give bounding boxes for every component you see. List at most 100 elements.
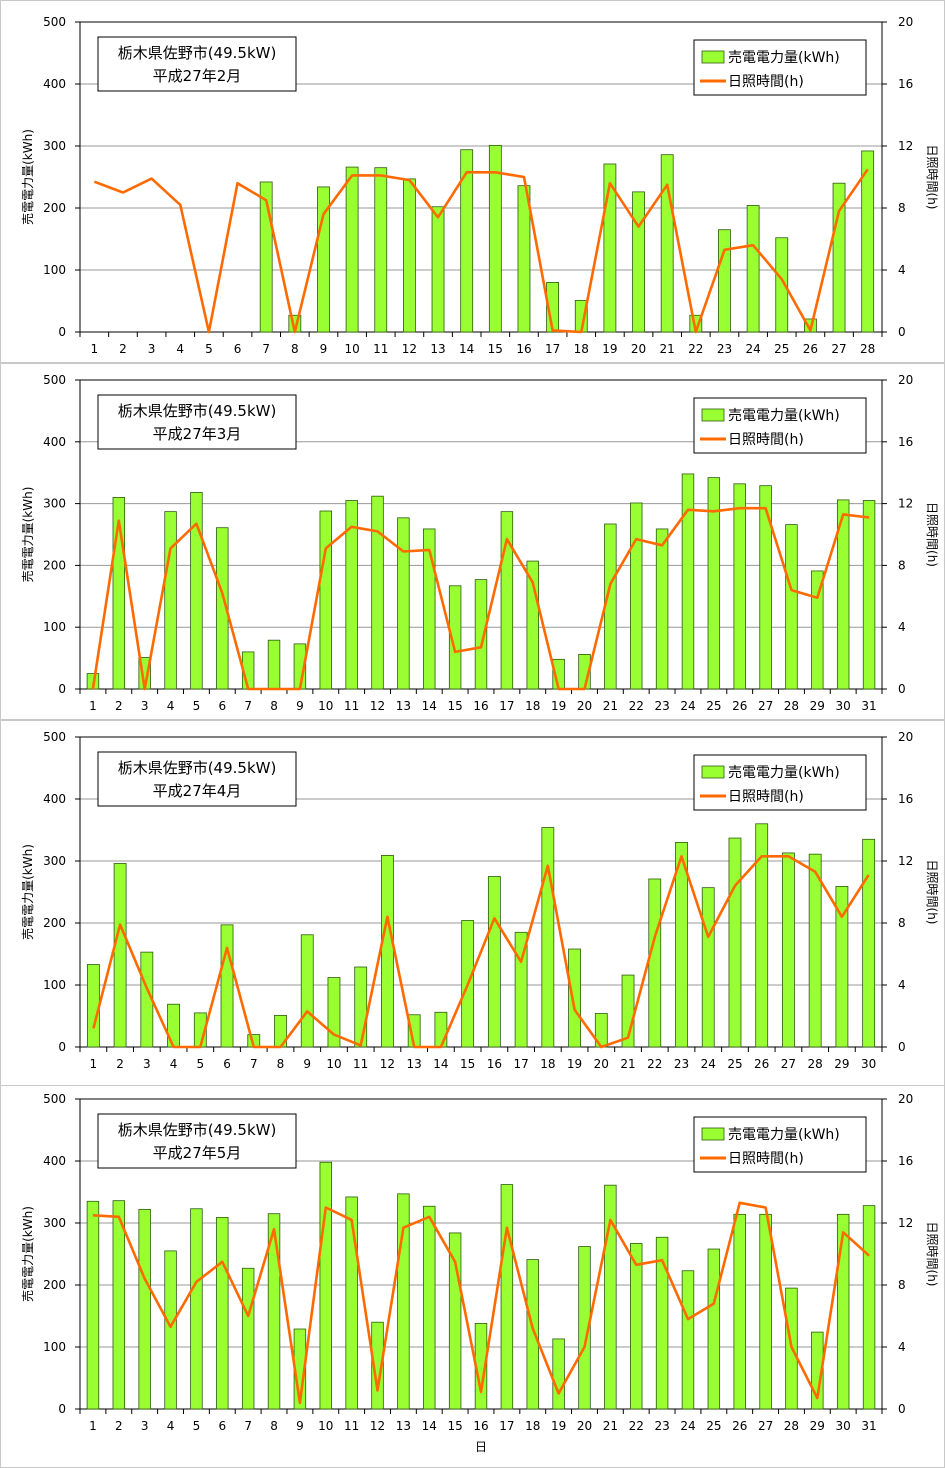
x-tick-label: 24 bbox=[680, 1419, 695, 1433]
sunshine-line bbox=[92, 855, 870, 1049]
chart-title-line1: 栃木県佐野市(49.5kW) bbox=[118, 44, 277, 62]
bar bbox=[785, 524, 798, 690]
chart-title-line1: 栃木県佐野市(49.5kW) bbox=[118, 402, 277, 420]
y-left-tick-label: 100 bbox=[43, 620, 66, 634]
x-tick-label: 1 bbox=[89, 1419, 97, 1433]
y-right-tick-label: 16 bbox=[898, 435, 913, 449]
x-tick-label: 10 bbox=[318, 699, 333, 713]
y-left-tick-label: 100 bbox=[43, 1340, 66, 1354]
x-tick-label: 11 bbox=[344, 1419, 359, 1433]
bar bbox=[319, 510, 332, 690]
legend-bar-swatch bbox=[701, 50, 725, 64]
y-left-tick-label: 0 bbox=[58, 325, 66, 339]
x-tick-label: 7 bbox=[244, 1419, 252, 1433]
sunshine-line bbox=[91, 506, 870, 691]
bar bbox=[718, 229, 731, 333]
x-tick-label: 8 bbox=[270, 699, 278, 713]
bar bbox=[500, 1184, 514, 1410]
y-right-axis-title: 日照時間(h) bbox=[925, 145, 939, 210]
y-left-tick-label: 200 bbox=[43, 558, 66, 572]
x-tick-label: 22 bbox=[647, 1057, 662, 1071]
bar bbox=[500, 511, 514, 690]
x-tick-label: 29 bbox=[810, 1419, 825, 1433]
x-tick-label: 14 bbox=[459, 342, 474, 356]
bar bbox=[402, 178, 416, 333]
bar bbox=[371, 1321, 384, 1410]
y-left-tick-label: 0 bbox=[58, 682, 66, 696]
y-left-axis-title: 売電電力量(kWh) bbox=[20, 487, 35, 583]
bar bbox=[681, 1270, 695, 1410]
chart-panel-1: 0 100 200 300 400 500 0 4 8 12 16 20 1 2 3 4 5 6 7 8 9 10 11 12… bbox=[0, 0, 945, 363]
x-tick-label: 16 bbox=[487, 1057, 502, 1071]
x-tick-label: 21 bbox=[603, 1419, 618, 1433]
x-tick-label: 19 bbox=[602, 342, 617, 356]
x-tick-label: 9 bbox=[296, 699, 304, 713]
x-tick-label: 21 bbox=[603, 699, 618, 713]
y-left-tick-label: 400 bbox=[43, 792, 66, 806]
legend-label-sunshine: 日照時間(h) bbox=[728, 432, 804, 448]
x-tick-label: 2 bbox=[115, 699, 123, 713]
y-right-tick-label: 12 bbox=[898, 139, 913, 153]
bar bbox=[707, 1248, 721, 1410]
x-tick-label: 18 bbox=[540, 1057, 555, 1071]
bar bbox=[345, 166, 359, 333]
x-tick-label: 28 bbox=[784, 1419, 799, 1433]
x-tick-label: 6 bbox=[223, 1057, 231, 1071]
bar bbox=[630, 1243, 643, 1410]
bar bbox=[808, 853, 822, 1048]
x-tick-label: 2 bbox=[119, 342, 127, 356]
x-tick-label: 15 bbox=[447, 1419, 462, 1433]
bar bbox=[164, 511, 177, 690]
y-left-tick-label: 400 bbox=[43, 435, 66, 449]
y-right-tick-label: 8 bbox=[898, 558, 906, 572]
x-tick-label: 18 bbox=[525, 1419, 540, 1433]
x-tick-label: 14 bbox=[433, 1057, 448, 1071]
chart-panel-3: 0 100 200 300 400 500 0 4 8 12 16 20 1 2 3 4 5 6 7 8 9 10 11 12… bbox=[0, 720, 945, 1092]
bar bbox=[568, 948, 581, 1048]
x-tick-label: 6 bbox=[218, 699, 226, 713]
chart-title-line2: 平成27年2月 bbox=[153, 67, 242, 85]
legend-label-power: 売電電力量(kWh) bbox=[728, 1127, 840, 1143]
bar bbox=[733, 1213, 746, 1410]
x-tick-label: 24 bbox=[680, 699, 695, 713]
legend-bar-swatch bbox=[701, 1127, 725, 1141]
y-left-axis-title: 売電電力量(kWh) bbox=[20, 1206, 35, 1302]
x-tick-label: 6 bbox=[218, 1419, 226, 1433]
x-tick-label: 28 bbox=[860, 342, 875, 356]
y-right-tick-label: 16 bbox=[898, 792, 913, 806]
x-tick-label: 8 bbox=[277, 1057, 285, 1071]
x-tick-label: 28 bbox=[808, 1057, 823, 1071]
y-left-tick-label: 300 bbox=[43, 139, 66, 153]
x-tick-label: 1 bbox=[90, 1057, 98, 1071]
x-tick-label: 10 bbox=[326, 1057, 341, 1071]
legend bbox=[693, 39, 867, 96]
bar bbox=[836, 1213, 850, 1410]
x-tick-label: 11 bbox=[373, 342, 388, 356]
bar bbox=[759, 485, 772, 690]
y-right-tick-label: 8 bbox=[898, 201, 906, 215]
bar bbox=[861, 150, 875, 333]
bar bbox=[397, 1193, 410, 1410]
x-tick-label: 31 bbox=[861, 699, 876, 713]
x-tick-label: 23 bbox=[717, 342, 732, 356]
y-left-tick-label: 400 bbox=[43, 1154, 66, 1168]
x-tick-label: 30 bbox=[836, 1419, 851, 1433]
legend bbox=[693, 397, 867, 454]
bar bbox=[112, 1200, 126, 1410]
x-tick-label: 5 bbox=[196, 1057, 204, 1071]
legend-label-power: 売電電力量(kWh) bbox=[728, 765, 840, 781]
x-tick-label: 26 bbox=[803, 342, 818, 356]
x-tick-label: 7 bbox=[250, 1057, 258, 1071]
x-tick-label: 15 bbox=[447, 699, 462, 713]
chart-title-line1: 栃木県佐野市(49.5kW) bbox=[118, 1121, 277, 1139]
y-left-tick-label: 500 bbox=[43, 1092, 66, 1106]
x-tick-label: 9 bbox=[303, 1057, 311, 1071]
x-tick-label: 23 bbox=[654, 699, 669, 713]
bar bbox=[216, 527, 229, 690]
y-left-tick-label: 400 bbox=[43, 77, 66, 91]
y-left-tick-label: 300 bbox=[43, 1216, 66, 1230]
y-left-tick-label: 200 bbox=[43, 201, 66, 215]
x-tick-label: 22 bbox=[629, 699, 644, 713]
